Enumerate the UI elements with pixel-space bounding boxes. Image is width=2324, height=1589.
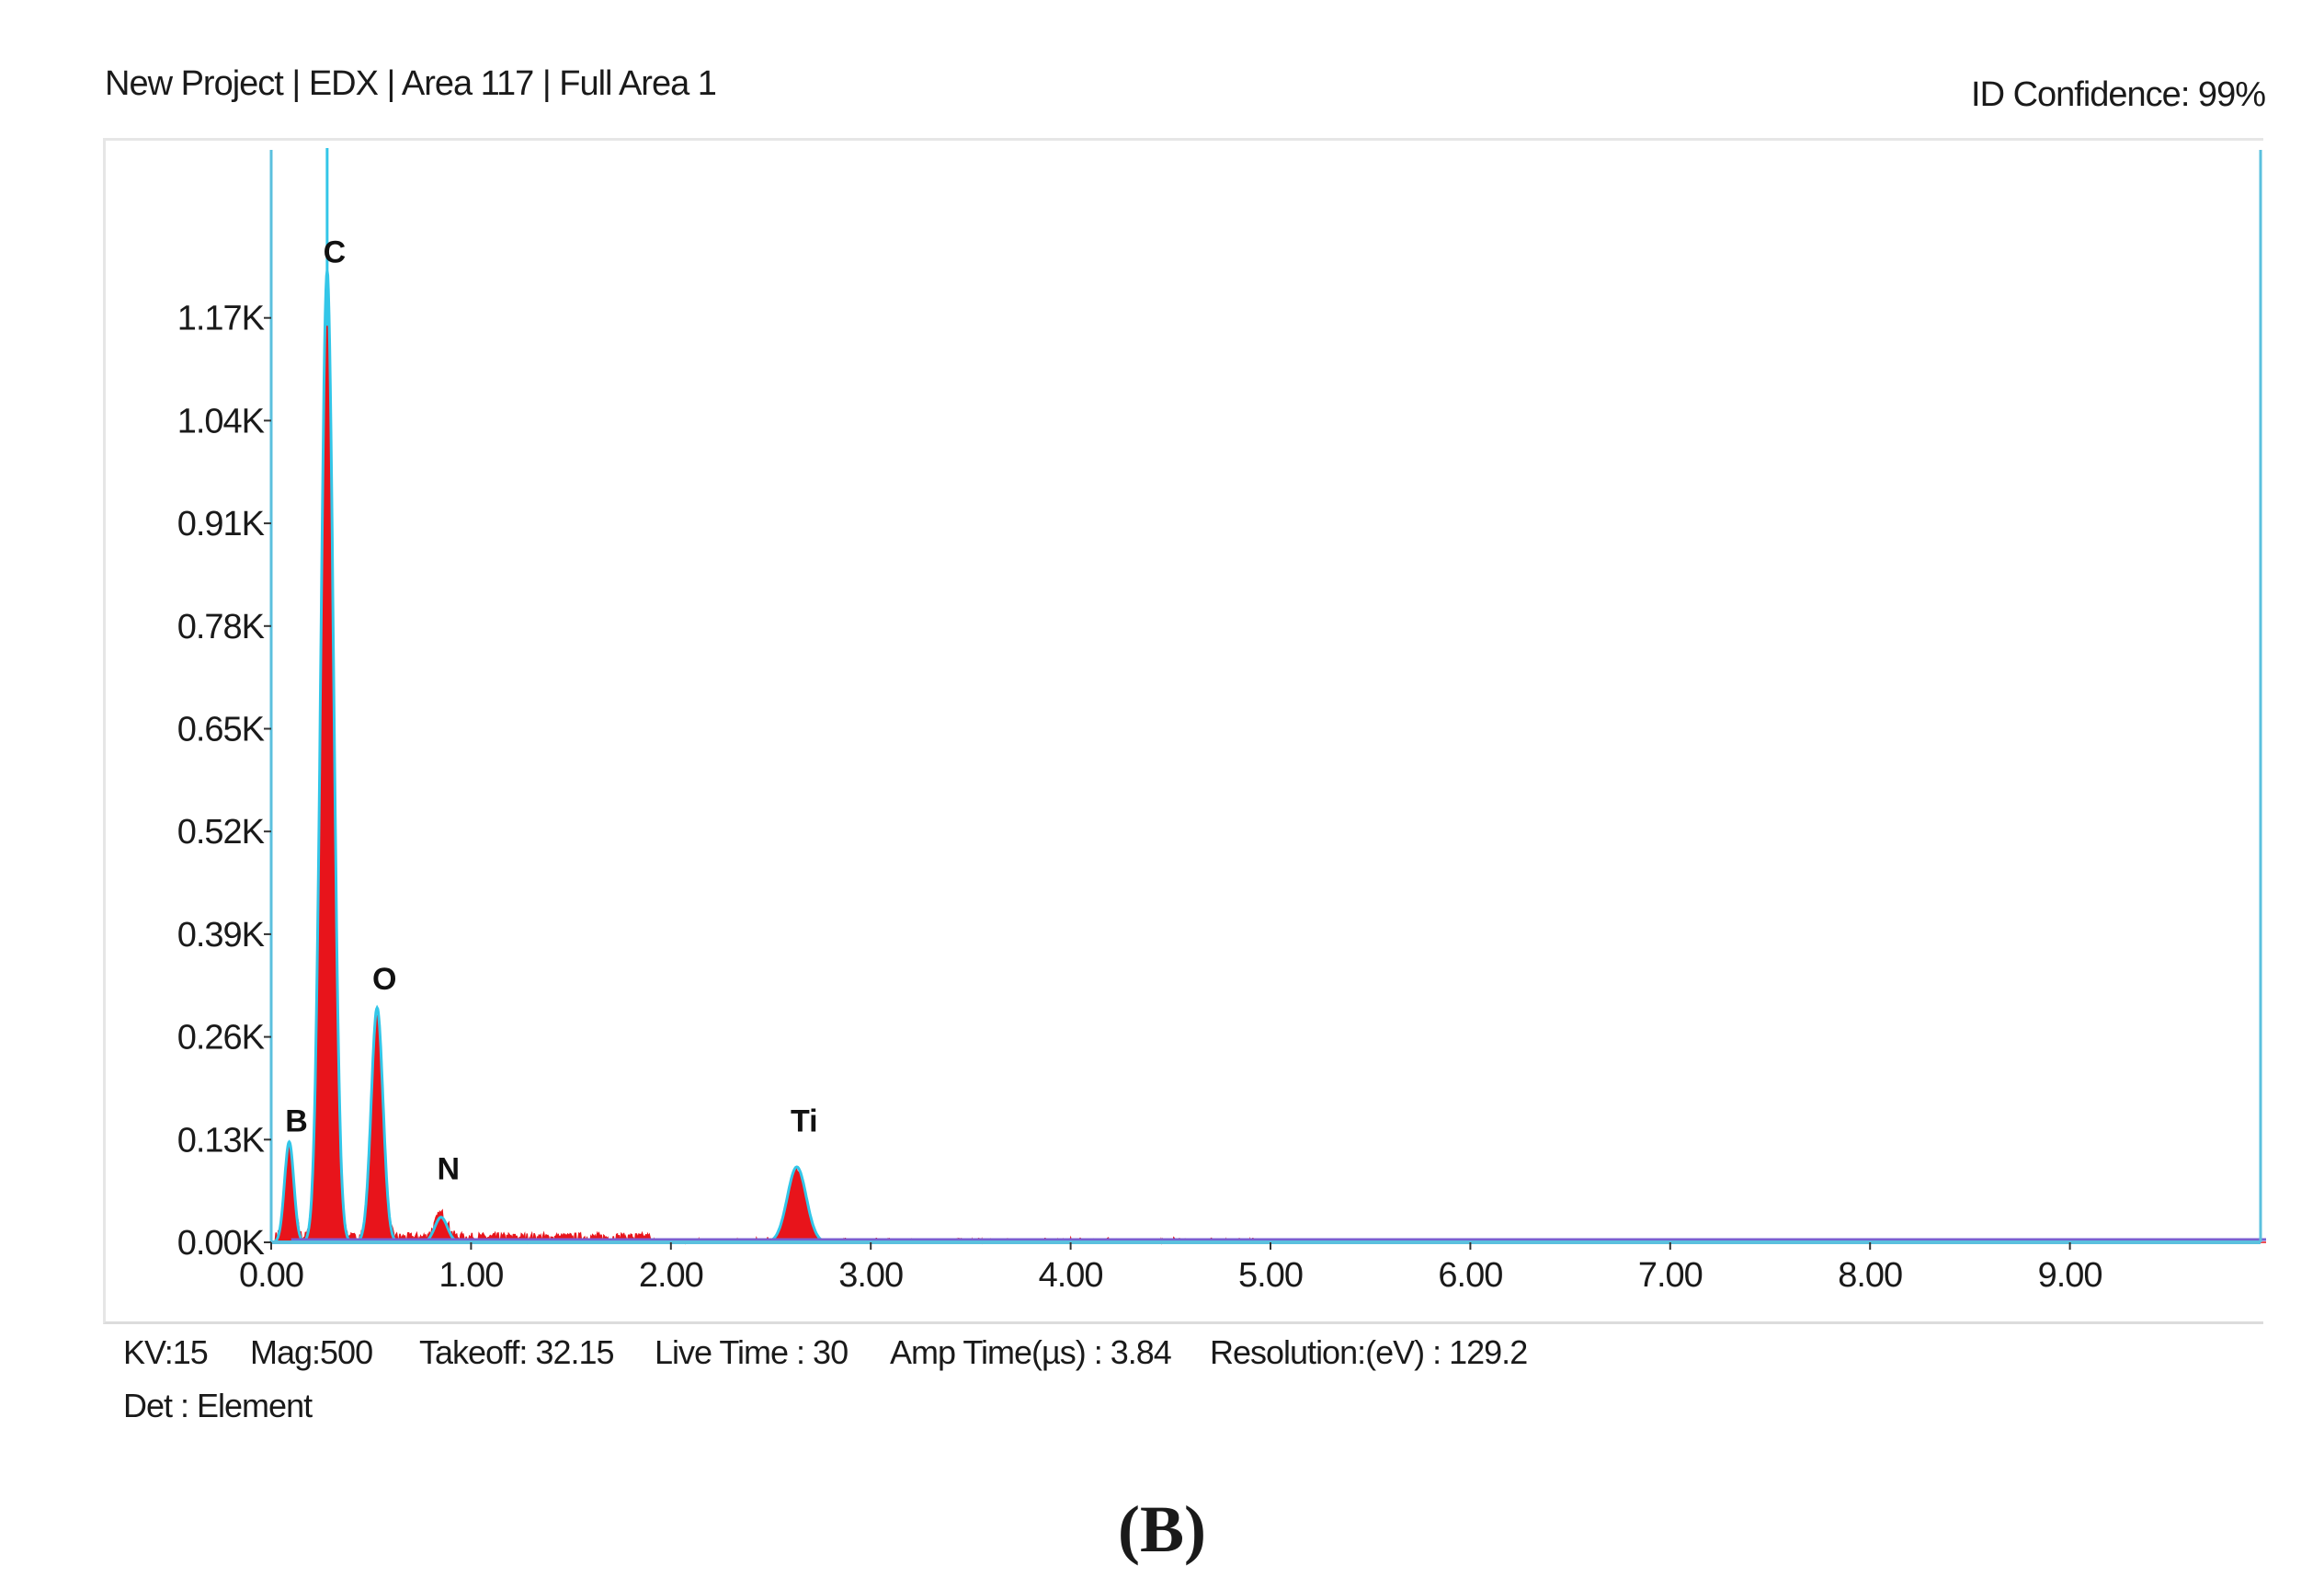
fit-line-o — [353, 1004, 401, 1244]
x-tick-label: 1.00 — [439, 1256, 503, 1295]
spectrum-header-title: New Project | EDX | Area 117 | Full Area… — [105, 64, 717, 103]
panel-label: (B) — [1118, 1492, 1206, 1566]
peak-label-n: N — [438, 1151, 461, 1186]
footer-resolution: Resolution:(eV) : 129.2 — [1210, 1333, 1528, 1371]
footer-detector: Det : Element — [123, 1387, 313, 1424]
spectrum-area — [274, 321, 2266, 1245]
peak-label-c: C — [324, 235, 347, 270]
y-tick-label: 0.78K — [177, 608, 265, 646]
plot-frame: 0.00K 0.13K 0.26K 0.39K 0.52K 0.65K 0.78K 0.91K… — [103, 138, 2266, 1324]
y-tick-label: 0.39K — [177, 916, 265, 955]
x-tick-label: 9.00 — [2038, 1256, 2102, 1295]
y-tick-label: 0.13K — [177, 1121, 265, 1160]
peak-label-b: B — [285, 1104, 308, 1139]
x-tick-label: 2.00 — [639, 1256, 703, 1295]
y-tick-label: 1.04K — [177, 402, 265, 440]
x-tick-label: 8.00 — [1838, 1256, 1902, 1295]
edx-spectrum-chart: 0.00K 0.13K 0.26K 0.39K 0.52K 0.65K 0.78K 0.91K… — [177, 148, 2266, 1295]
x-tick-label: 5.00 — [1238, 1256, 1303, 1295]
footer-amp-time: Amp Time(µs) : 3.84 — [890, 1333, 1172, 1371]
x-tick-label: 4.00 — [1039, 1256, 1103, 1295]
peak-label-ti: Ti — [791, 1104, 818, 1139]
peak-label-o: O — [372, 962, 396, 997]
x-tick-label: 3.00 — [838, 1256, 903, 1295]
y-tick-label: 0.26K — [177, 1019, 265, 1057]
footer-mag: Mag:500 — [250, 1333, 373, 1371]
footer-live-time: Live Time : 30 — [655, 1333, 849, 1371]
footer-takeoff: Takeoff: 32.15 — [419, 1333, 615, 1371]
y-tick-label: 1.17K — [177, 300, 265, 338]
id-confidence-label: ID Confidence: 99% — [1971, 75, 2266, 114]
y-tick-label: 0.65K — [177, 711, 265, 749]
y-tick-label: 0.52K — [177, 813, 265, 852]
footer-kv: KV:15 — [123, 1333, 209, 1371]
x-tick-label: 7.00 — [1638, 1256, 1703, 1295]
y-tick-label: 0.91K — [177, 505, 265, 543]
x-tick-label: 0.00 — [239, 1256, 303, 1295]
x-tick-label: 6.00 — [1438, 1256, 1502, 1295]
y-tick-label: 0.00K — [177, 1224, 265, 1263]
